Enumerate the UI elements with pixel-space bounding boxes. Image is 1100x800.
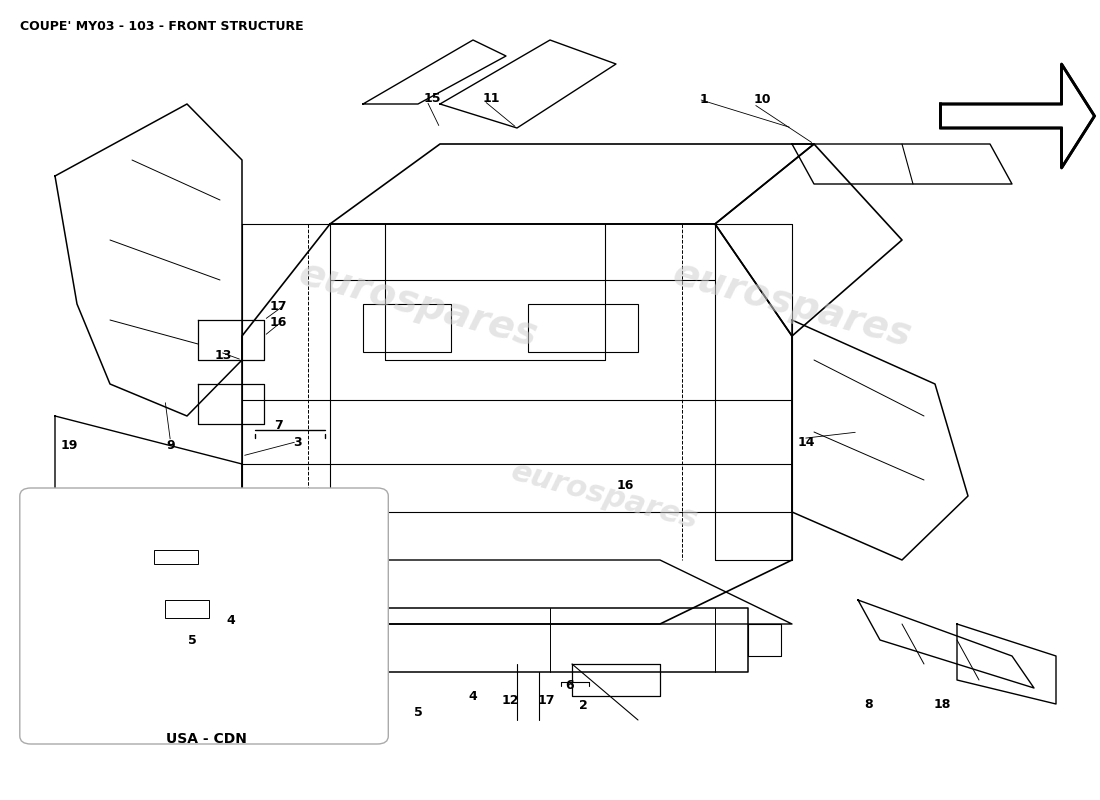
- Text: 7: 7: [274, 419, 283, 432]
- Text: 14: 14: [798, 436, 815, 449]
- Text: 17: 17: [270, 300, 287, 313]
- Text: 4: 4: [227, 614, 235, 626]
- Text: USA - CDN: USA - CDN: [166, 732, 248, 746]
- Text: 19: 19: [60, 439, 78, 452]
- Text: 18: 18: [934, 698, 952, 710]
- Text: COUPE' MY03 - 103 - FRONT STRUCTURE: COUPE' MY03 - 103 - FRONT STRUCTURE: [20, 20, 304, 33]
- Text: 3: 3: [293, 436, 301, 449]
- Bar: [363, 304, 451, 352]
- Text: 2: 2: [579, 699, 587, 712]
- Text: 5: 5: [188, 634, 197, 646]
- Text: eurospares: eurospares: [508, 457, 702, 535]
- Polygon shape: [940, 64, 1094, 168]
- Text: 12: 12: [502, 694, 519, 706]
- Text: 9: 9: [166, 439, 175, 452]
- Text: 11: 11: [483, 92, 500, 105]
- Text: 13: 13: [214, 349, 232, 362]
- Text: eurospares: eurospares: [669, 254, 915, 354]
- Text: 17: 17: [538, 694, 556, 706]
- Bar: [165, 600, 209, 618]
- Text: 16: 16: [616, 479, 634, 492]
- Text: 5: 5: [414, 706, 422, 718]
- Text: eurospares: eurospares: [295, 254, 541, 354]
- Bar: [154, 550, 198, 564]
- FancyBboxPatch shape: [20, 488, 388, 744]
- Text: 6: 6: [565, 679, 574, 692]
- Text: 1: 1: [700, 93, 708, 106]
- Text: 8: 8: [865, 698, 873, 710]
- Text: 4: 4: [469, 690, 477, 702]
- Bar: [528, 304, 638, 352]
- Text: 15: 15: [424, 92, 441, 105]
- Text: 16: 16: [270, 316, 287, 329]
- Text: 10: 10: [754, 93, 771, 106]
